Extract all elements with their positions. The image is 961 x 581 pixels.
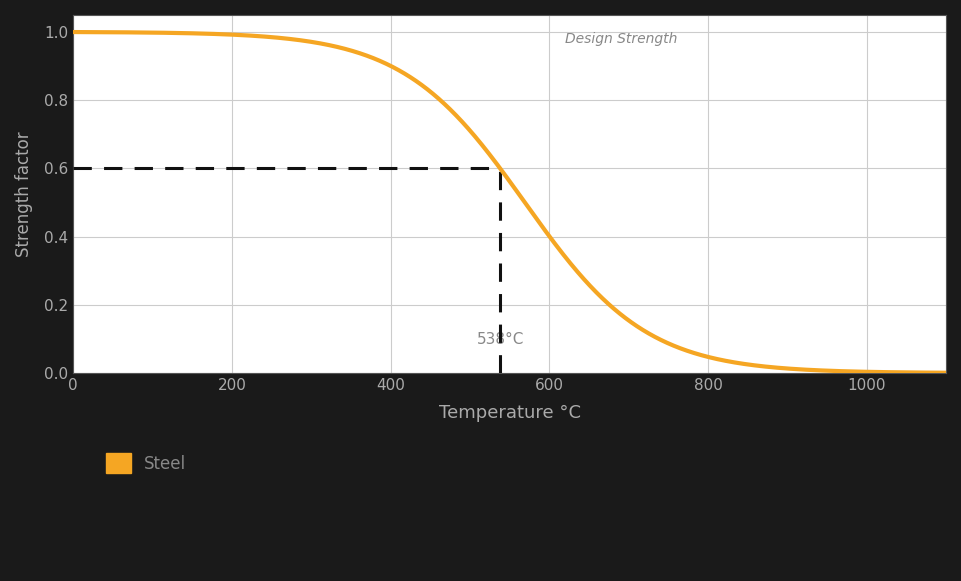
X-axis label: Temperature °C: Temperature °C bbox=[438, 404, 580, 422]
Y-axis label: Strength factor: Strength factor bbox=[15, 131, 33, 257]
Legend: Steel: Steel bbox=[99, 447, 193, 479]
Text: Design Strength: Design Strength bbox=[565, 32, 678, 46]
Text: 538°C: 538°C bbox=[477, 332, 524, 347]
